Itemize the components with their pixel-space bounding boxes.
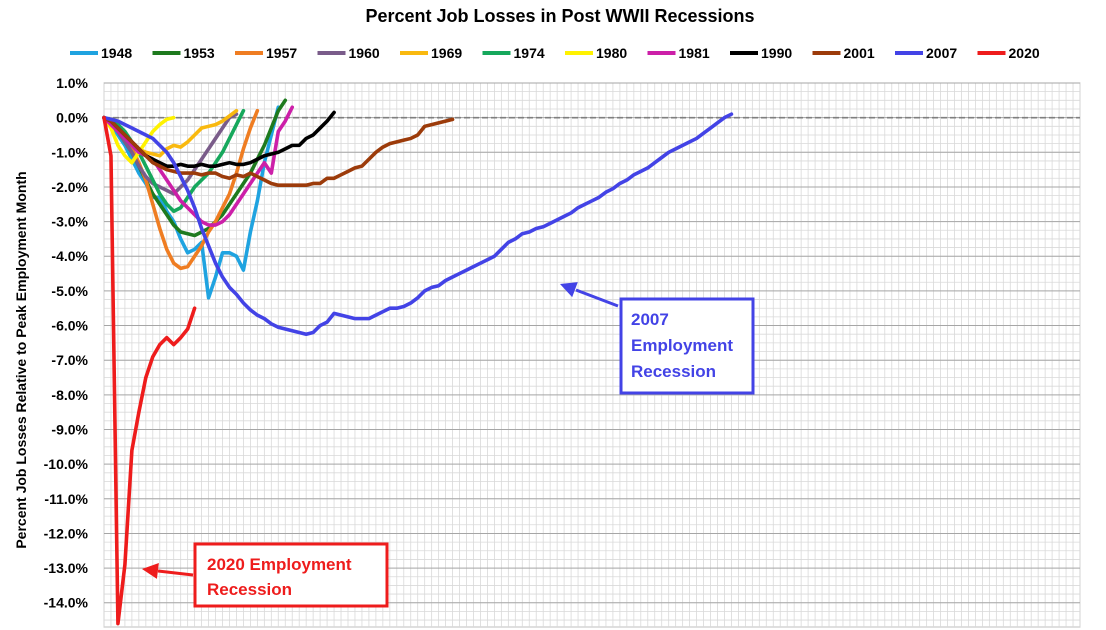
annotation-text-line: Recession [631,362,716,381]
legend-label: 1969 [431,45,462,61]
y-tick-label: -5.0% [51,283,88,299]
annotation-arrow-head [560,282,578,298]
series-line-1960 [102,112,239,196]
legend-label: 1981 [679,45,710,61]
legend-item-1953: 1953 [152,45,215,61]
chart-title: Percent Job Losses in Post WWII Recessio… [365,6,754,26]
legend-item-1980: 1980 [565,45,627,61]
y-tick-label: -3.0% [51,214,88,230]
y-tick-label: -7.0% [51,352,88,368]
y-axis-tick-labels: 1.0% 0.0% -1.0% -2.0% -3.0% -4.0% -5.0% -6.0% -7… [44,75,89,611]
grid-lines [103,82,1081,627]
y-tick-label: 1.0% [56,75,88,91]
annotation-arrow-head [142,563,159,579]
legend-label: 1980 [596,45,627,61]
legend-label: 1990 [761,45,792,61]
legend-label: 2007 [926,45,957,61]
legend-item-1960: 1960 [317,45,380,61]
y-tick-label: -13.0% [44,560,89,576]
y-axis-label: Percent Job Losses Relative to Peak Empl… [13,171,29,548]
y-tick-label: -10.0% [44,456,89,472]
annotation-text-line: 2020 Employment [207,555,352,574]
y-tick-label: -2.0% [51,179,88,195]
y-tick-label: -6.0% [51,318,88,334]
annotation-arrow-shaft [575,288,619,308]
legend-item-1974: 1974 [482,45,545,61]
annotation-box [193,542,389,608]
y-tick-label: -8.0% [51,387,88,403]
series-lines [102,98,734,626]
annotation-box [619,297,755,395]
legend-item-1990: 1990 [730,45,792,61]
y-tick-label: -12.0% [44,525,89,541]
legend-item-2007: 2007 [895,45,957,61]
series-line-2001 [102,115,455,188]
annotation-2020: 2020 Employment Recession [142,542,389,608]
legend-item-1948: 1948 [70,45,132,61]
legend-item-2020: 2020 [977,45,1040,61]
legend-label: 1948 [101,45,132,61]
annotations: 2020 Employment Recession 2007 Employment Re… [142,282,755,608]
legend-label: 1953 [184,45,215,61]
y-tick-label: -1.0% [51,144,88,160]
annotation-text-line: Employment [631,336,733,355]
legend-item-1981: 1981 [647,45,710,61]
y-tick-label: -11.0% [44,491,88,507]
legend-item-1957: 1957 [235,45,297,61]
y-tick-label: -14.0% [44,595,89,611]
annotation-arrow-shaft [157,569,194,577]
annotation-text-line: 2007 [631,310,669,329]
legend: 1948 1953 1957 1960 1969 1974 1980 1981 1990 2001… [70,45,1040,61]
annotation-text-line: Recession [207,580,292,599]
legend-label: 1957 [266,45,297,61]
legend-label: 2020 [1009,45,1040,61]
series-line-2020 [102,115,197,626]
legend-label: 1960 [349,45,380,61]
legend-label: 1974 [514,45,545,61]
legend-item-2001: 2001 [812,45,875,61]
y-tick-label: -4.0% [51,248,88,264]
annotation-2007: 2007 Employment Recession [560,282,755,395]
y-tick-label: 0.0% [56,110,88,126]
y-tick-label: -9.0% [51,421,88,437]
legend-label: 2001 [844,45,875,61]
series-line-2007 [102,112,734,337]
legend-item-1969: 1969 [400,45,462,61]
